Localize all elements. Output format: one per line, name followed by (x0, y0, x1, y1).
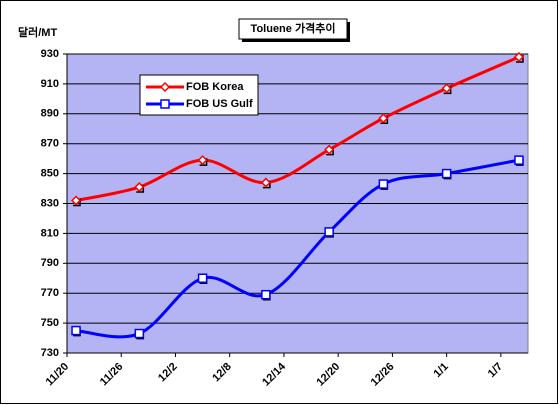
y-tick-label: 910 (41, 78, 59, 90)
data-point (441, 168, 452, 179)
legend-box (139, 74, 259, 116)
y-axis-label: 달러/MT (18, 25, 57, 39)
data-point (378, 179, 389, 189)
chart-title: Toluene 가격추이 (251, 21, 336, 35)
legend-label: FOB US Gulf (186, 98, 253, 110)
data-point (134, 181, 145, 193)
legend-label: FOB Korea (186, 81, 244, 93)
data-point (197, 155, 208, 166)
y-tick-label: 830 (41, 197, 59, 209)
y-tick-label: 770 (41, 287, 59, 299)
data-point (324, 144, 335, 155)
y-tick-label: 750 (41, 317, 59, 329)
data-point (261, 289, 271, 300)
y-tick-label: 810 (41, 227, 59, 239)
data-point (70, 195, 82, 206)
y-tick-label: 730 (41, 347, 59, 359)
data-point (441, 83, 452, 94)
legend-marker (159, 81, 171, 93)
y-tick-label: 930 (41, 48, 59, 60)
y-tick-label: 850 (41, 168, 59, 180)
data-point (324, 227, 334, 237)
series-line (75, 158, 520, 339)
title-box (238, 18, 348, 40)
data-point (197, 273, 208, 283)
data-point (260, 177, 271, 188)
data-point (513, 51, 525, 63)
y-tick-label: 890 (41, 108, 59, 120)
data-point (71, 325, 81, 336)
legend-marker (160, 99, 170, 109)
data-point (514, 155, 524, 165)
y-tick-label: 870 (41, 138, 59, 150)
data-point (134, 328, 145, 339)
y-tick-label: 790 (41, 257, 59, 269)
data-point (378, 113, 389, 124)
